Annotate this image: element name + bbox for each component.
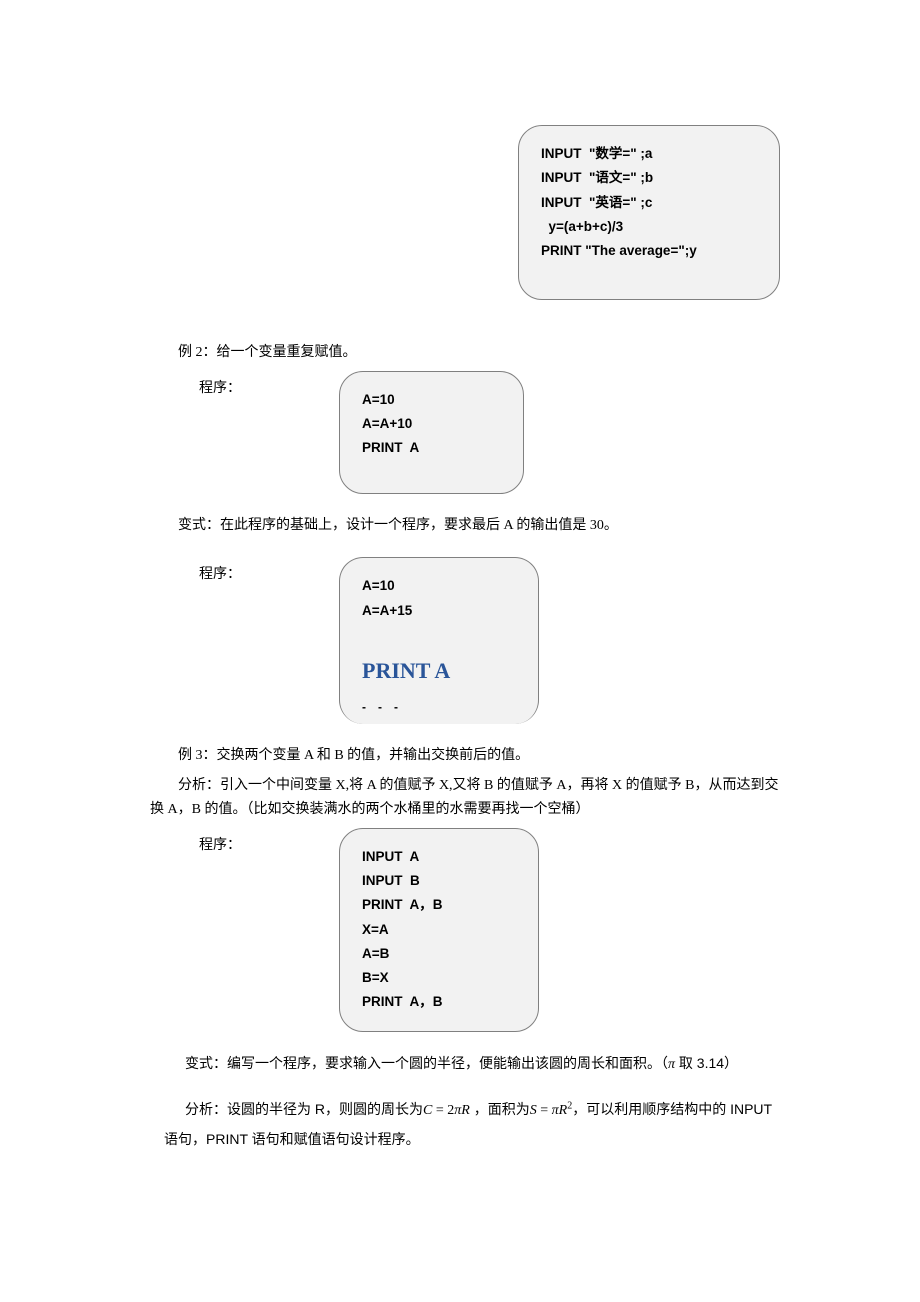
code-line: A=B xyxy=(362,942,516,966)
variant-3-p2: 分析：设圆的半径为 R，则圆的周长为C = 2πR ，面积为S = πR2，可以… xyxy=(164,1095,780,1153)
code-line: PRINT "The average=";y xyxy=(541,239,757,263)
code-line: y=(a+b+c)/3 xyxy=(541,215,757,239)
variant-2-text: 变式：在此程序的基础上，设计一个程序，要求最后 A 的输出值是 30。 xyxy=(150,514,780,538)
text: ，面积为 xyxy=(470,1101,530,1117)
code-line: PRINT A，B xyxy=(362,893,516,917)
formula-s: S xyxy=(530,1103,537,1118)
dashes: --- xyxy=(362,697,516,719)
code-box-4: INPUT A INPUT B PRINT A，B X=A A=B B=X PR… xyxy=(339,828,539,1032)
text: 分析：设圆的半径为 R，则圆的周长为 xyxy=(185,1101,423,1117)
code-line: A=A+15 xyxy=(362,599,516,623)
code-line: INPUT "语文=" ;b xyxy=(541,166,757,190)
code-line: INPUT A xyxy=(362,845,516,869)
text: 变式：编写一个程序，要求输入一个圆的半径，便能输出该圆的周长和面积。（ xyxy=(185,1055,668,1071)
code-box-2: A=10 A=A+10 PRINT A xyxy=(339,371,524,494)
example-3-title: 例 3：交换两个变量 A 和 B 的值，并输出交换前后的值。 xyxy=(150,744,780,768)
text: 取 3.14） xyxy=(675,1055,738,1071)
code-box-3: A=10 A=A+15 PRINT A --- xyxy=(339,557,539,724)
example-3-analysis: 分析：引入一个中间变量 X,将 A 的值赋予 X,又将 B 的值赋予 A，再将 … xyxy=(150,774,780,822)
pi-symbol: π xyxy=(668,1057,675,1072)
formula-r: R xyxy=(461,1103,470,1118)
example-2-title: 例 2：给一个变量重复赋值。 xyxy=(150,341,780,365)
code-line: X=A xyxy=(362,918,516,942)
code-line: A=A+10 xyxy=(362,412,501,436)
formula-r: R xyxy=(559,1103,568,1118)
code-line: INPUT "英语=" ;c xyxy=(541,191,757,215)
formula-eq: = 2 xyxy=(432,1103,454,1118)
program-label: 程序： xyxy=(199,377,279,401)
program-label: 程序： xyxy=(199,563,279,587)
code-line: B=X xyxy=(362,966,516,990)
variant-3-p1: 变式：编写一个程序，要求输入一个圆的半径，便能输出该圆的周长和面积。（π 取 3… xyxy=(164,1052,780,1077)
formula-pi: π xyxy=(552,1103,559,1118)
code-line: INPUT "数学=" ;a xyxy=(541,142,757,166)
print-a-large: PRINT A xyxy=(362,651,516,691)
code-line: PRINT A xyxy=(362,436,501,460)
code-box-1: INPUT "数学=" ;a INPUT "语文=" ;b INPUT "英语=… xyxy=(518,125,780,300)
code-line: A=10 xyxy=(362,574,516,598)
formula-c: C xyxy=(423,1103,432,1118)
code-line: PRINT A，B xyxy=(362,990,516,1014)
code-line: INPUT B xyxy=(362,869,516,893)
formula-eq: = xyxy=(537,1103,552,1118)
code-line: A=10 xyxy=(362,388,501,412)
program-label: 程序： xyxy=(199,834,279,858)
